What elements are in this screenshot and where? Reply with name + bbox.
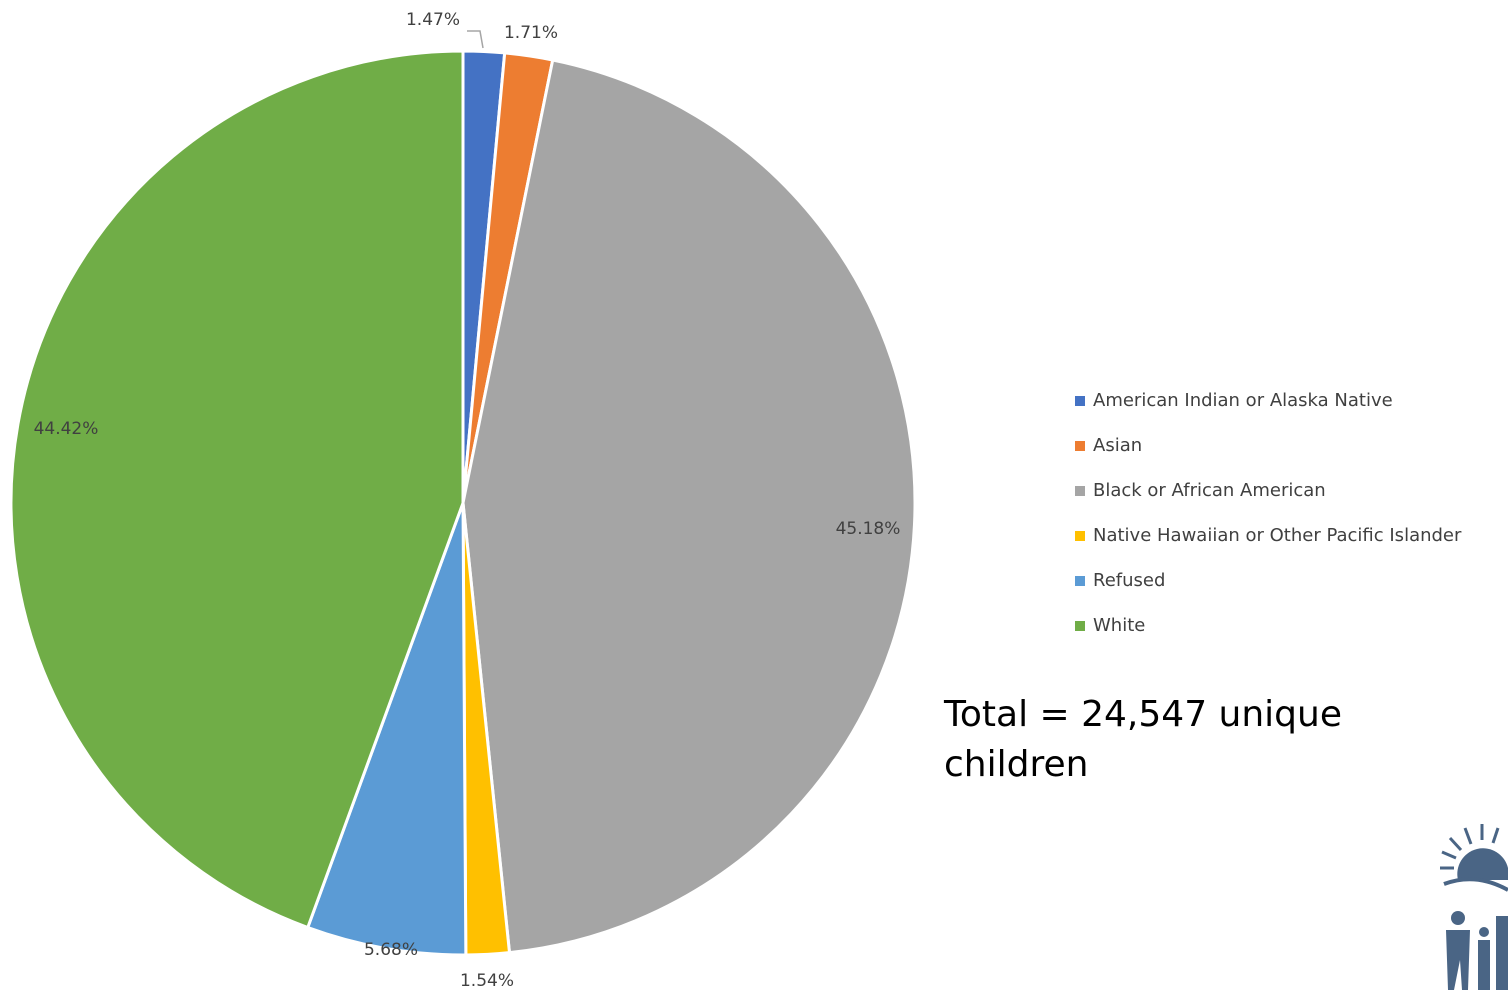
total-annotation: Total = 24,547 unique children (944, 694, 1342, 785)
legend-label: Asian (1093, 435, 1143, 456)
legend-item-asian: Asian (1075, 423, 1461, 468)
sun-family-logo-icon (1440, 824, 1508, 990)
chart-legend: American Indian or Alaska Native Asian B… (1075, 378, 1461, 648)
legend-swatch-icon (1075, 620, 1085, 631)
legend-swatch-icon (1075, 530, 1085, 541)
data-label: 1.47% (406, 10, 460, 30)
legend-item-refused: Refused (1075, 558, 1461, 603)
legend-item-black: Black or African American (1075, 468, 1461, 513)
legend-item-native-hawaiian: Native Hawaiian or Other Pacific Islande… (1075, 513, 1461, 558)
legend-item-white: White (1075, 603, 1461, 648)
slice-refused (305, 502, 468, 957)
legend-item-american-indian: American Indian or Alaska Native (1075, 378, 1461, 423)
data-label: 45.18% (836, 519, 901, 539)
pie-chart: 1.47% 1.71% 45.18% 1.54% 5.68% 44.42% (9, 10, 917, 991)
slice-white (9, 49, 465, 930)
label-leader-line (467, 30, 484, 49)
data-label: 44.42% (34, 419, 99, 439)
data-label: 1.54% (460, 971, 514, 991)
legend-label: American Indian or Alaska Native (1093, 390, 1393, 411)
legend-swatch-icon (1075, 395, 1085, 406)
legend-label: Native Hawaiian or Other Pacific Islande… (1093, 525, 1462, 546)
legend-label: Refused (1093, 570, 1166, 591)
data-label: 5.68% (364, 940, 418, 960)
data-label: 1.71% (504, 23, 558, 43)
legend-label: Black or African American (1093, 480, 1326, 501)
legend-swatch-icon (1075, 575, 1085, 586)
legend-swatch-icon (1075, 485, 1085, 496)
legend-swatch-icon (1075, 440, 1085, 451)
slice-black (461, 58, 917, 955)
legend-label: White (1093, 615, 1146, 636)
